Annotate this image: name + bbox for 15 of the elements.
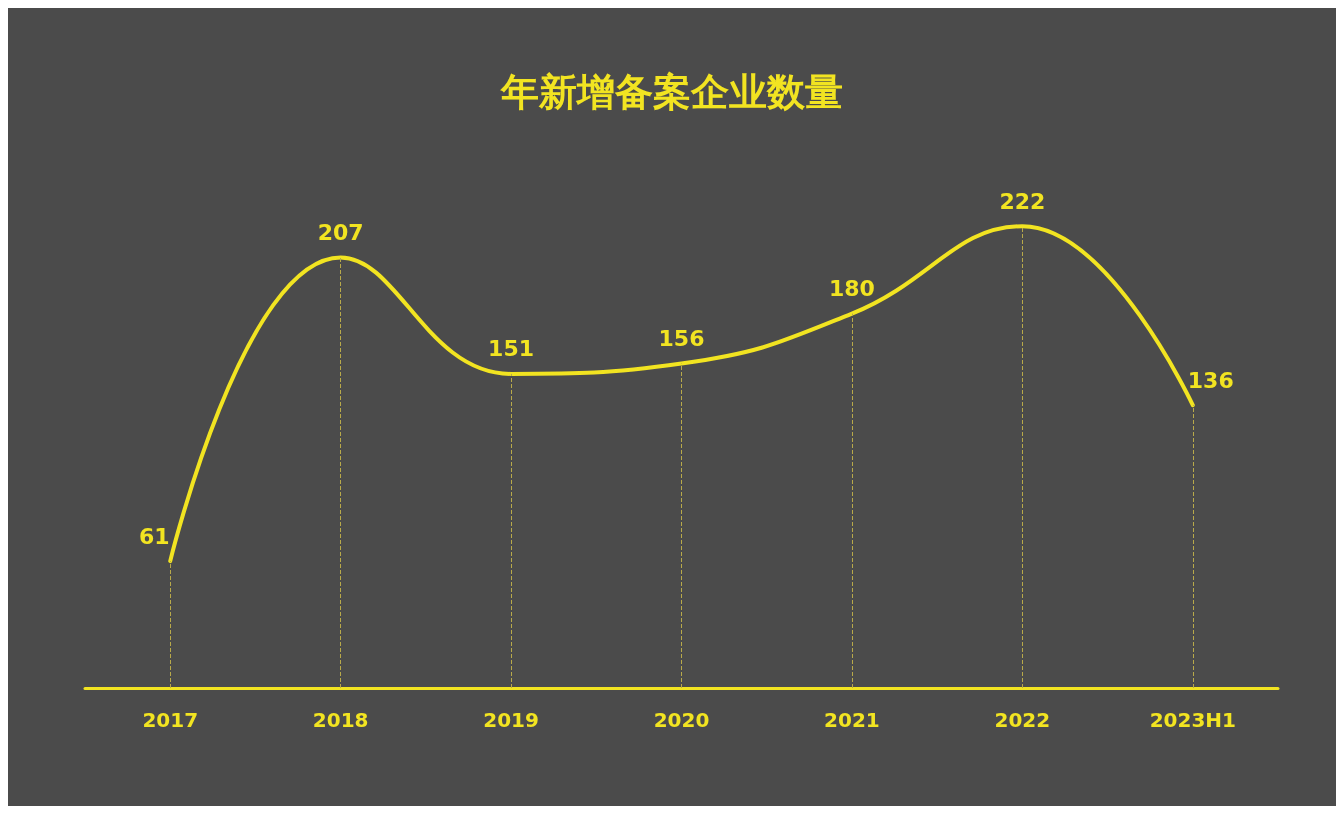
x-tick-label: 2018 [312,708,369,732]
x-tick-label: 2023H1 [1149,708,1236,732]
x-tick-label: 2019 [483,708,539,732]
data-label: 180 [828,276,875,302]
data-label: 61 [138,523,170,549]
data-label: 151 [488,336,535,362]
data-label: 136 [1187,367,1234,393]
data-label: 156 [658,326,705,352]
x-tick-label: 2017 [142,708,199,732]
data-label: 207 [317,219,364,245]
x-tick-label: 2020 [653,708,710,732]
chart-title: 年新增备案企业数量 [500,70,843,114]
data-label: 222 [999,188,1046,214]
x-tick-label: 2022 [994,708,1051,732]
x-tick-label: 2021 [824,708,880,732]
